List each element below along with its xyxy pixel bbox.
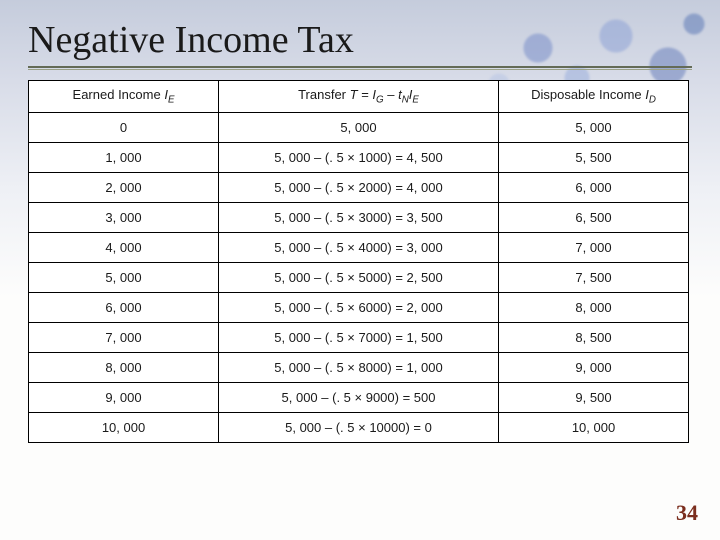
table-row: 3, 0005, 000 – (. 5 × 3000) = 3, 5006, 5… <box>29 203 689 233</box>
col-header-earned: Earned Income IE <box>29 81 219 113</box>
cell-earned: 0 <box>29 113 219 143</box>
income-tax-table: Earned Income IE Transfer T = IG – tNIE … <box>28 80 689 443</box>
cell-earned: 5, 000 <box>29 263 219 293</box>
cell-earned: 3, 000 <box>29 203 219 233</box>
cell-disposable: 7, 500 <box>499 263 689 293</box>
cell-disposable: 5, 000 <box>499 113 689 143</box>
cell-earned: 2, 000 <box>29 173 219 203</box>
cell-transfer: 5, 000 – (. 5 × 4000) = 3, 000 <box>219 233 499 263</box>
cell-disposable: 8, 500 <box>499 323 689 353</box>
cell-earned: 9, 000 <box>29 383 219 413</box>
cell-transfer: 5, 000 – (. 5 × 9000) = 500 <box>219 383 499 413</box>
cell-disposable: 7, 000 <box>499 233 689 263</box>
table-row: 2, 0005, 000 – (. 5 × 2000) = 4, 0006, 0… <box>29 173 689 203</box>
col-header-disposable: Disposable Income ID <box>499 81 689 113</box>
cell-disposable: 9, 000 <box>499 353 689 383</box>
cell-transfer: 5, 000 – (. 5 × 8000) = 1, 000 <box>219 353 499 383</box>
cell-transfer: 5, 000 – (. 5 × 5000) = 2, 500 <box>219 263 499 293</box>
cell-transfer: 5, 000 – (. 5 × 6000) = 2, 000 <box>219 293 499 323</box>
table-row: 9, 0005, 000 – (. 5 × 9000) = 5009, 500 <box>29 383 689 413</box>
table-row: 8, 0005, 000 – (. 5 × 8000) = 1, 0009, 0… <box>29 353 689 383</box>
table-row: 10, 0005, 000 – (. 5 × 10000) = 010, 000 <box>29 413 689 443</box>
cell-transfer: 5, 000 – (. 5 × 3000) = 3, 500 <box>219 203 499 233</box>
table-row: 05, 0005, 000 <box>29 113 689 143</box>
cell-earned: 7, 000 <box>29 323 219 353</box>
cell-disposable: 8, 000 <box>499 293 689 323</box>
table-row: 1, 0005, 000 – (. 5 × 1000) = 4, 5005, 5… <box>29 143 689 173</box>
cell-earned: 10, 000 <box>29 413 219 443</box>
cell-earned: 4, 000 <box>29 233 219 263</box>
page-title: Negative Income Tax <box>28 18 692 62</box>
col-header-transfer: Transfer T = IG – tNIE <box>219 81 499 113</box>
cell-transfer: 5, 000 <box>219 113 499 143</box>
cell-disposable: 10, 000 <box>499 413 689 443</box>
cell-disposable: 9, 500 <box>499 383 689 413</box>
table-row: 4, 0005, 000 – (. 5 × 4000) = 3, 0007, 0… <box>29 233 689 263</box>
cell-earned: 8, 000 <box>29 353 219 383</box>
table-row: 6, 0005, 000 – (. 5 × 6000) = 2, 0008, 0… <box>29 293 689 323</box>
table-row: 7, 0005, 000 – (. 5 × 7000) = 1, 5008, 5… <box>29 323 689 353</box>
cell-transfer: 5, 000 – (. 5 × 2000) = 4, 000 <box>219 173 499 203</box>
slide-page: Negative Income Tax Earned Income IE Tra… <box>0 0 720 540</box>
cell-disposable: 6, 000 <box>499 173 689 203</box>
title-underline <box>28 66 692 70</box>
cell-transfer: 5, 000 – (. 5 × 1000) = 4, 500 <box>219 143 499 173</box>
cell-earned: 6, 000 <box>29 293 219 323</box>
page-number: 34 <box>676 500 698 526</box>
cell-disposable: 6, 500 <box>499 203 689 233</box>
cell-transfer: 5, 000 – (. 5 × 7000) = 1, 500 <box>219 323 499 353</box>
cell-transfer: 5, 000 – (. 5 × 10000) = 0 <box>219 413 499 443</box>
table-body: 05, 0005, 0001, 0005, 000 – (. 5 × 1000)… <box>29 113 689 443</box>
cell-disposable: 5, 500 <box>499 143 689 173</box>
table-header-row: Earned Income IE Transfer T = IG – tNIE … <box>29 81 689 113</box>
table-row: 5, 0005, 000 – (. 5 × 5000) = 2, 5007, 5… <box>29 263 689 293</box>
cell-earned: 1, 000 <box>29 143 219 173</box>
